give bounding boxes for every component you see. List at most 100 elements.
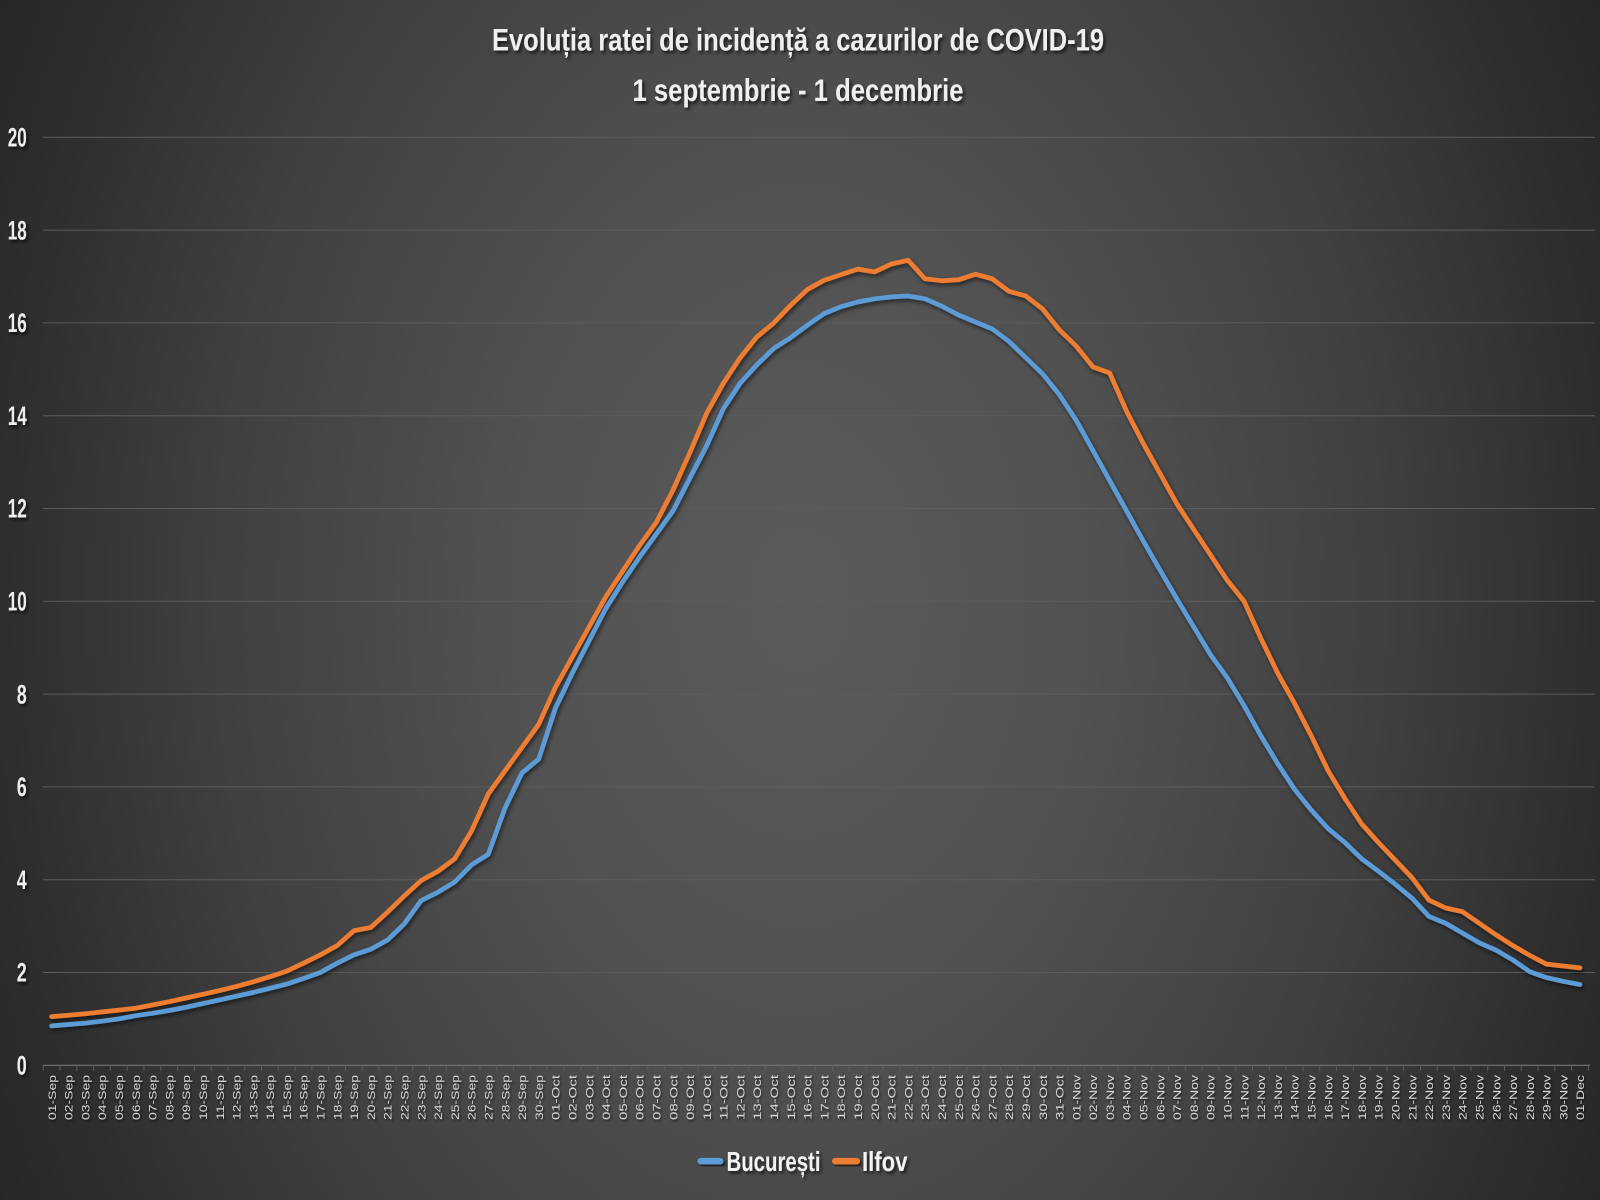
svg-text:01-Sep: 01-Sep	[47, 1075, 59, 1120]
svg-text:16-Sep: 16-Sep	[299, 1075, 311, 1120]
svg-text:Ilfov: Ilfov	[862, 1146, 908, 1177]
svg-text:București: București	[727, 1146, 821, 1177]
svg-text:13-Sep: 13-Sep	[248, 1075, 260, 1120]
svg-text:16: 16	[8, 308, 27, 338]
svg-text:28-Nov: 28-Nov	[1525, 1075, 1537, 1120]
svg-text:05-Nov: 05-Nov	[1139, 1075, 1151, 1120]
svg-text:25-Oct: 25-Oct	[954, 1074, 966, 1120]
svg-text:12-Sep: 12-Sep	[232, 1075, 244, 1120]
svg-text:27-Nov: 27-Nov	[1508, 1075, 1520, 1120]
svg-text:30-Oct: 30-Oct	[1038, 1074, 1050, 1120]
svg-text:30-Sep: 30-Sep	[534, 1075, 546, 1120]
svg-text:09-Oct: 09-Oct	[685, 1074, 697, 1120]
svg-text:Evoluția ratei de incidență a: Evoluția ratei de incidență a cazurilor …	[492, 22, 1104, 58]
svg-text:19-Oct: 19-Oct	[853, 1074, 865, 1120]
svg-text:02-Sep: 02-Sep	[64, 1075, 76, 1120]
svg-text:24-Sep: 24-Sep	[433, 1075, 445, 1120]
svg-text:09-Sep: 09-Sep	[181, 1075, 193, 1120]
svg-text:25-Sep: 25-Sep	[450, 1075, 462, 1120]
svg-text:08-Oct: 08-Oct	[668, 1074, 680, 1120]
svg-text:11-Nov: 11-Nov	[1239, 1075, 1251, 1120]
svg-text:11-Sep: 11-Sep	[215, 1075, 227, 1120]
svg-text:15-Sep: 15-Sep	[282, 1075, 294, 1120]
svg-text:07-Sep: 07-Sep	[148, 1075, 160, 1120]
svg-text:16-Nov: 16-Nov	[1323, 1075, 1335, 1120]
svg-text:02-Oct: 02-Oct	[568, 1074, 580, 1120]
svg-text:12: 12	[8, 494, 27, 524]
svg-text:1 septembrie - 1 decembrie: 1 septembrie - 1 decembrie	[633, 72, 964, 108]
svg-text:29-Sep: 29-Sep	[517, 1075, 529, 1120]
svg-text:02-Nov: 02-Nov	[1088, 1075, 1100, 1120]
svg-text:23-Sep: 23-Sep	[416, 1075, 428, 1120]
svg-text:10: 10	[8, 587, 27, 617]
svg-text:26-Nov: 26-Nov	[1491, 1075, 1503, 1120]
svg-text:17-Sep: 17-Sep	[316, 1075, 328, 1120]
svg-text:03-Sep: 03-Sep	[80, 1075, 92, 1120]
svg-text:20: 20	[8, 123, 27, 153]
svg-text:07-Oct: 07-Oct	[652, 1074, 664, 1120]
svg-text:21-Sep: 21-Sep	[383, 1075, 395, 1120]
svg-text:01-Oct: 01-Oct	[551, 1074, 563, 1120]
svg-text:05-Oct: 05-Oct	[618, 1074, 630, 1120]
svg-text:22-Oct: 22-Oct	[903, 1074, 915, 1120]
svg-text:16-Oct: 16-Oct	[803, 1074, 815, 1120]
svg-text:8: 8	[17, 679, 27, 709]
svg-text:24-Nov: 24-Nov	[1458, 1075, 1470, 1120]
svg-text:20-Sep: 20-Sep	[366, 1075, 378, 1120]
svg-text:06-Sep: 06-Sep	[131, 1075, 143, 1120]
svg-text:22-Sep: 22-Sep	[400, 1075, 412, 1120]
svg-text:30-Nov: 30-Nov	[1558, 1075, 1570, 1120]
svg-text:07-Nov: 07-Nov	[1172, 1075, 1184, 1120]
svg-text:24-Oct: 24-Oct	[937, 1074, 949, 1120]
svg-text:06-Nov: 06-Nov	[1155, 1075, 1167, 1120]
svg-text:17-Nov: 17-Nov	[1340, 1075, 1352, 1120]
svg-text:12-Nov: 12-Nov	[1256, 1075, 1268, 1120]
svg-text:04-Nov: 04-Nov	[1122, 1075, 1134, 1120]
svg-text:19-Sep: 19-Sep	[349, 1075, 361, 1120]
svg-text:04-Oct: 04-Oct	[601, 1074, 613, 1120]
svg-text:08-Sep: 08-Sep	[164, 1075, 176, 1120]
svg-text:15-Nov: 15-Nov	[1307, 1075, 1319, 1120]
svg-text:15-Oct: 15-Oct	[786, 1074, 798, 1120]
svg-text:4: 4	[17, 865, 27, 895]
svg-text:20-Oct: 20-Oct	[870, 1074, 882, 1120]
svg-text:10-Nov: 10-Nov	[1223, 1075, 1235, 1120]
svg-text:25-Nov: 25-Nov	[1475, 1075, 1487, 1120]
svg-text:18-Nov: 18-Nov	[1357, 1075, 1369, 1120]
svg-text:13-Oct: 13-Oct	[752, 1074, 764, 1120]
svg-text:28-Sep: 28-Sep	[500, 1075, 512, 1120]
svg-text:2: 2	[17, 958, 27, 988]
svg-text:10-Oct: 10-Oct	[702, 1074, 714, 1120]
svg-text:08-Nov: 08-Nov	[1189, 1075, 1201, 1120]
svg-text:19-Nov: 19-Nov	[1374, 1075, 1386, 1120]
svg-text:01-Dec: 01-Dec	[1575, 1075, 1587, 1120]
svg-text:13-Nov: 13-Nov	[1273, 1075, 1285, 1120]
svg-text:14-Nov: 14-Nov	[1290, 1075, 1302, 1120]
svg-text:22-Nov: 22-Nov	[1424, 1075, 1436, 1120]
svg-text:09-Nov: 09-Nov	[1206, 1075, 1218, 1120]
svg-text:18-Sep: 18-Sep	[332, 1075, 344, 1120]
svg-text:0: 0	[17, 1051, 27, 1081]
svg-text:17-Oct: 17-Oct	[819, 1074, 831, 1120]
svg-text:10-Sep: 10-Sep	[198, 1075, 210, 1120]
svg-text:11-Oct: 11-Oct	[719, 1074, 731, 1120]
svg-text:05-Sep: 05-Sep	[114, 1075, 126, 1120]
svg-text:04-Sep: 04-Sep	[97, 1075, 109, 1120]
svg-text:29-Nov: 29-Nov	[1542, 1075, 1554, 1120]
svg-text:6: 6	[17, 772, 27, 802]
svg-text:03-Oct: 03-Oct	[584, 1074, 596, 1120]
svg-text:21-Oct: 21-Oct	[887, 1074, 899, 1120]
svg-text:27-Sep: 27-Sep	[484, 1075, 496, 1120]
svg-text:31-Oct: 31-Oct	[1055, 1074, 1067, 1120]
svg-text:01-Nov: 01-Nov	[1071, 1075, 1083, 1120]
svg-text:23-Oct: 23-Oct	[920, 1074, 932, 1120]
svg-text:20-Nov: 20-Nov	[1391, 1075, 1403, 1120]
svg-text:18: 18	[8, 215, 27, 245]
svg-text:27-Oct: 27-Oct	[987, 1074, 999, 1120]
svg-text:23-Nov: 23-Nov	[1441, 1075, 1453, 1120]
svg-text:28-Oct: 28-Oct	[1004, 1074, 1016, 1120]
svg-text:06-Oct: 06-Oct	[635, 1074, 647, 1120]
svg-text:14-Oct: 14-Oct	[769, 1074, 781, 1120]
svg-text:21-Nov: 21-Nov	[1407, 1075, 1419, 1120]
svg-text:26-Sep: 26-Sep	[467, 1075, 479, 1120]
